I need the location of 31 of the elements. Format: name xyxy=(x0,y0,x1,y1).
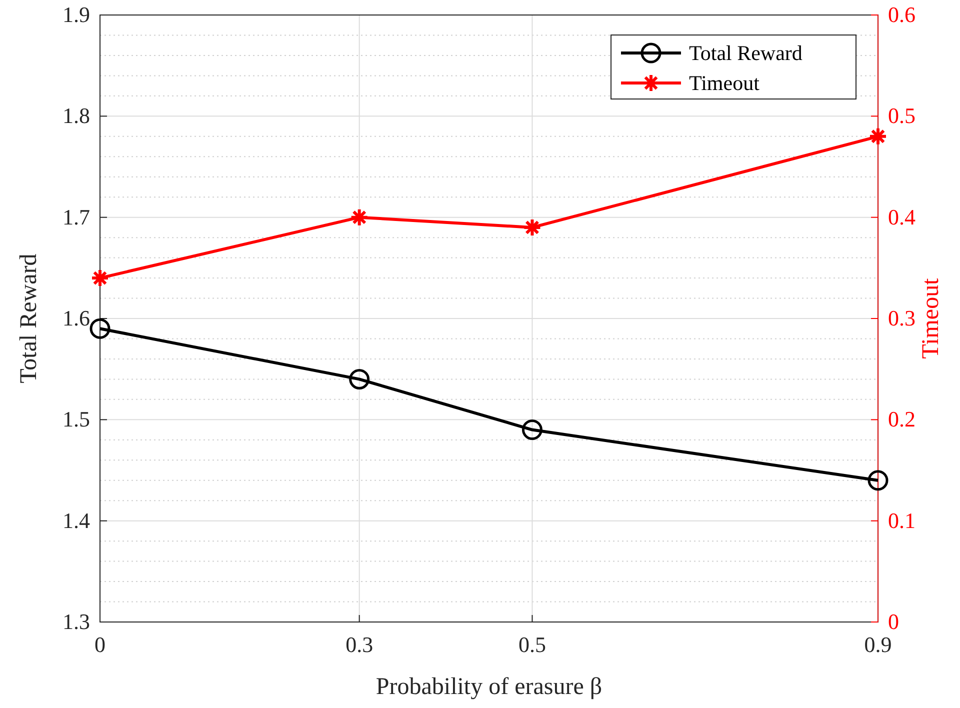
y2-tick-label: 0.6 xyxy=(888,2,916,27)
legend-label: Timeout xyxy=(689,71,760,95)
point xyxy=(350,208,369,227)
point xyxy=(90,318,110,339)
y2-tick-label: 0.1 xyxy=(888,508,916,533)
y-tick-label: 1.8 xyxy=(62,103,90,128)
legend-label: Total Reward xyxy=(689,41,803,65)
y-tick-label: 1.9 xyxy=(62,2,90,27)
x-tick-label: 0.5 xyxy=(518,632,546,657)
y-tick-label: 1.6 xyxy=(62,306,90,330)
y-axis-title: Total Reward xyxy=(16,254,42,384)
point xyxy=(349,368,370,390)
y2-tick-label: 0.5 xyxy=(888,103,916,128)
x-axis-title: Probability of erasure β xyxy=(376,674,602,700)
point xyxy=(868,470,888,491)
point xyxy=(522,420,542,440)
x-tick-label: 0 xyxy=(94,632,106,657)
y2-tick-label: 0.4 xyxy=(888,204,916,230)
point xyxy=(868,126,888,146)
point xyxy=(90,268,110,288)
y-tick-label: 1.7 xyxy=(62,204,90,230)
y2-tick-label: 0.2 xyxy=(888,406,916,432)
x-tick-label: 0.3 xyxy=(346,632,374,657)
x-tick-label: 0.9 xyxy=(864,632,892,657)
y-tick-label: 1.4 xyxy=(62,508,90,533)
y2-tick-label: 0.3 xyxy=(888,306,916,330)
point xyxy=(522,218,542,237)
y-tick-label: 1.5 xyxy=(62,406,90,432)
y-tick-label: 1.3 xyxy=(62,609,90,634)
y2-axis-title: Timeout xyxy=(918,278,944,359)
y2-tick-label: 0 xyxy=(888,609,899,634)
